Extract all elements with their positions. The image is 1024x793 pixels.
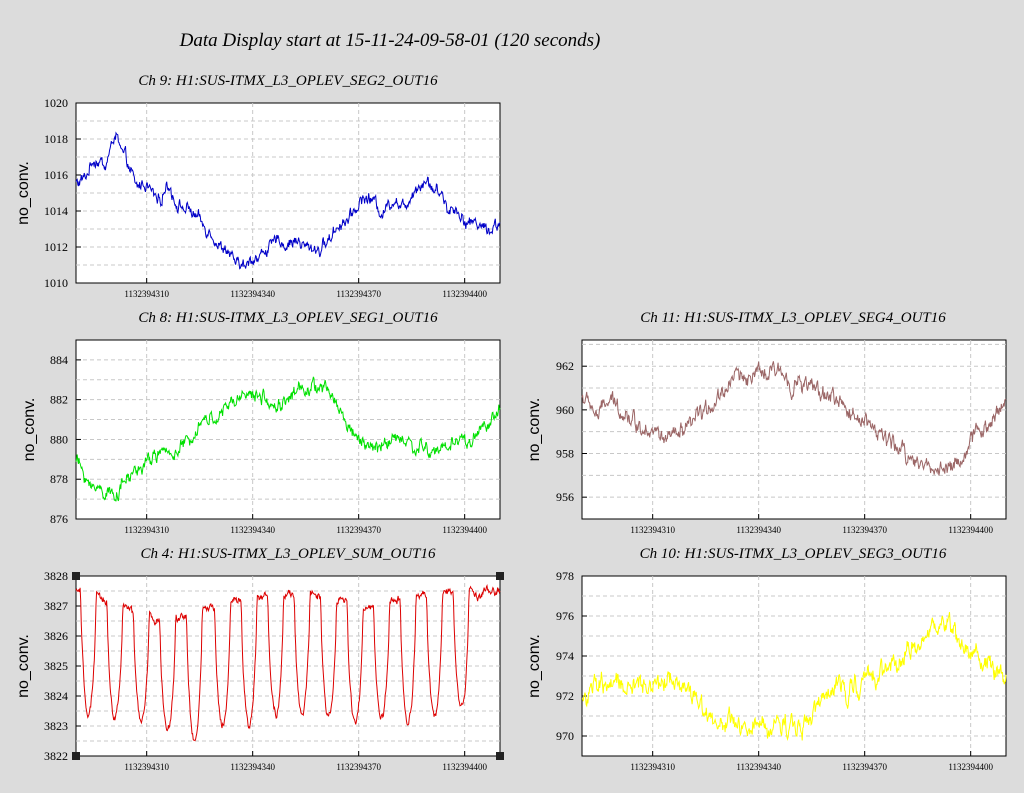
chart-title: Ch 8: H1:SUS-ITMX_L3_OPLEV_SEG1_OUT16	[138, 310, 438, 326]
page-title: Data Display start at 15-11-24-09-58-01 …	[179, 30, 601, 51]
y-tick-label: 974	[556, 649, 574, 663]
y-tick-label: 3826	[44, 629, 68, 643]
y-tick-label: 956	[556, 490, 574, 504]
x-tick-label: 1132394400	[948, 525, 993, 535]
x-tick-label: 1132394370	[336, 762, 381, 772]
chart-title: Ch 11: H1:SUS-ITMX_L3_OPLEV_SEG4_OUT16	[640, 310, 946, 326]
x-tick-label: 1132394340	[230, 525, 275, 535]
x-tick-label: 1132394310	[124, 525, 169, 535]
x-tick-label: 1132394370	[336, 289, 381, 299]
y-tick-label: 976	[556, 609, 574, 623]
y-tick-label: 1014	[44, 204, 68, 218]
series-line	[75, 584, 501, 742]
y-tick-label: 1018	[44, 132, 68, 146]
y-tick-label: 972	[556, 689, 574, 703]
chart-title: Ch 4: H1:SUS-ITMX_L3_OPLEV_SUM_OUT16	[141, 546, 436, 562]
y-tick-label: 3827	[44, 599, 68, 613]
x-tick-label: 1132394310	[124, 762, 169, 772]
chart-panel: Ch 8: H1:SUS-ITMX_L3_OPLEV_SEG1_OUT16 113…	[21, 310, 501, 535]
series-line	[581, 612, 1007, 742]
y-tick-label: 3825	[44, 659, 68, 673]
x-tick-label: 1132394340	[736, 525, 781, 535]
y-tick-label: 878	[50, 472, 68, 486]
chart-panel: Ch 11: H1:SUS-ITMX_L3_OPLEV_SEG4_OUT16 11…	[526, 310, 1007, 535]
chart-title: Ch 9: H1:SUS-ITMX_L3_OPLEV_SEG2_OUT16	[138, 73, 438, 89]
y-axis-label: no_conv.	[526, 398, 543, 462]
chart-panel: Ch 10: H1:SUS-ITMX_L3_OPLEV_SEG3_OUT16 11…	[526, 546, 1007, 772]
y-axis-label: no_conv.	[526, 634, 543, 698]
series-line	[75, 376, 501, 502]
x-tick-label: 1132394310	[124, 289, 169, 299]
y-tick-label: 958	[556, 447, 574, 461]
y-tick-label: 3824	[44, 689, 68, 703]
chart-panel: Ch 4: H1:SUS-ITMX_L3_OPLEV_SUM_OUT16 1132…	[15, 546, 504, 772]
x-tick-label: 1132394370	[842, 525, 887, 535]
selection-handle	[496, 752, 504, 760]
x-tick-label: 1132394340	[230, 289, 275, 299]
y-tick-label: 3823	[44, 719, 68, 733]
y-tick-label: 1010	[44, 276, 68, 290]
x-tick-label: 1132394400	[442, 289, 487, 299]
y-axis-label: no_conv.	[21, 398, 38, 462]
series-line	[75, 131, 501, 270]
y-tick-label: 970	[556, 729, 574, 743]
y-tick-label: 962	[556, 359, 574, 373]
chart-title: Ch 10: H1:SUS-ITMX_L3_OPLEV_SEG3_OUT16	[640, 546, 947, 562]
y-axis-label: no_conv.	[15, 634, 32, 698]
y-tick-label: 978	[556, 569, 574, 583]
selection-handle	[72, 572, 80, 580]
x-tick-label: 1132394400	[442, 525, 487, 535]
y-tick-label: 1020	[44, 96, 68, 110]
y-tick-label: 882	[50, 393, 68, 407]
x-tick-label: 1132394340	[736, 762, 781, 772]
plot-area	[581, 575, 1007, 757]
y-tick-label: 1016	[44, 168, 68, 182]
chart-panel: Ch 9: H1:SUS-ITMX_L3_OPLEV_SEG2_OUT16 113…	[15, 73, 501, 299]
y-tick-label: 3828	[44, 569, 68, 583]
y-tick-label: 960	[556, 403, 574, 417]
y-axis-label: no_conv.	[15, 161, 32, 225]
y-tick-label: 1012	[44, 240, 68, 254]
x-tick-label: 1132394370	[842, 762, 887, 772]
x-tick-label: 1132394310	[630, 762, 675, 772]
x-tick-label: 1132394400	[442, 762, 487, 772]
x-tick-label: 1132394340	[230, 762, 275, 772]
series-line	[581, 361, 1007, 476]
selection-handle	[72, 752, 80, 760]
x-tick-label: 1132394400	[948, 762, 993, 772]
y-tick-label: 876	[50, 512, 68, 526]
selection-handle	[496, 572, 504, 580]
y-tick-label: 884	[50, 353, 68, 367]
x-tick-label: 1132394370	[336, 525, 381, 535]
x-tick-label: 1132394310	[630, 525, 675, 535]
y-tick-label: 880	[50, 432, 68, 446]
y-tick-label: 3822	[44, 749, 68, 763]
plot-area	[75, 339, 501, 520]
